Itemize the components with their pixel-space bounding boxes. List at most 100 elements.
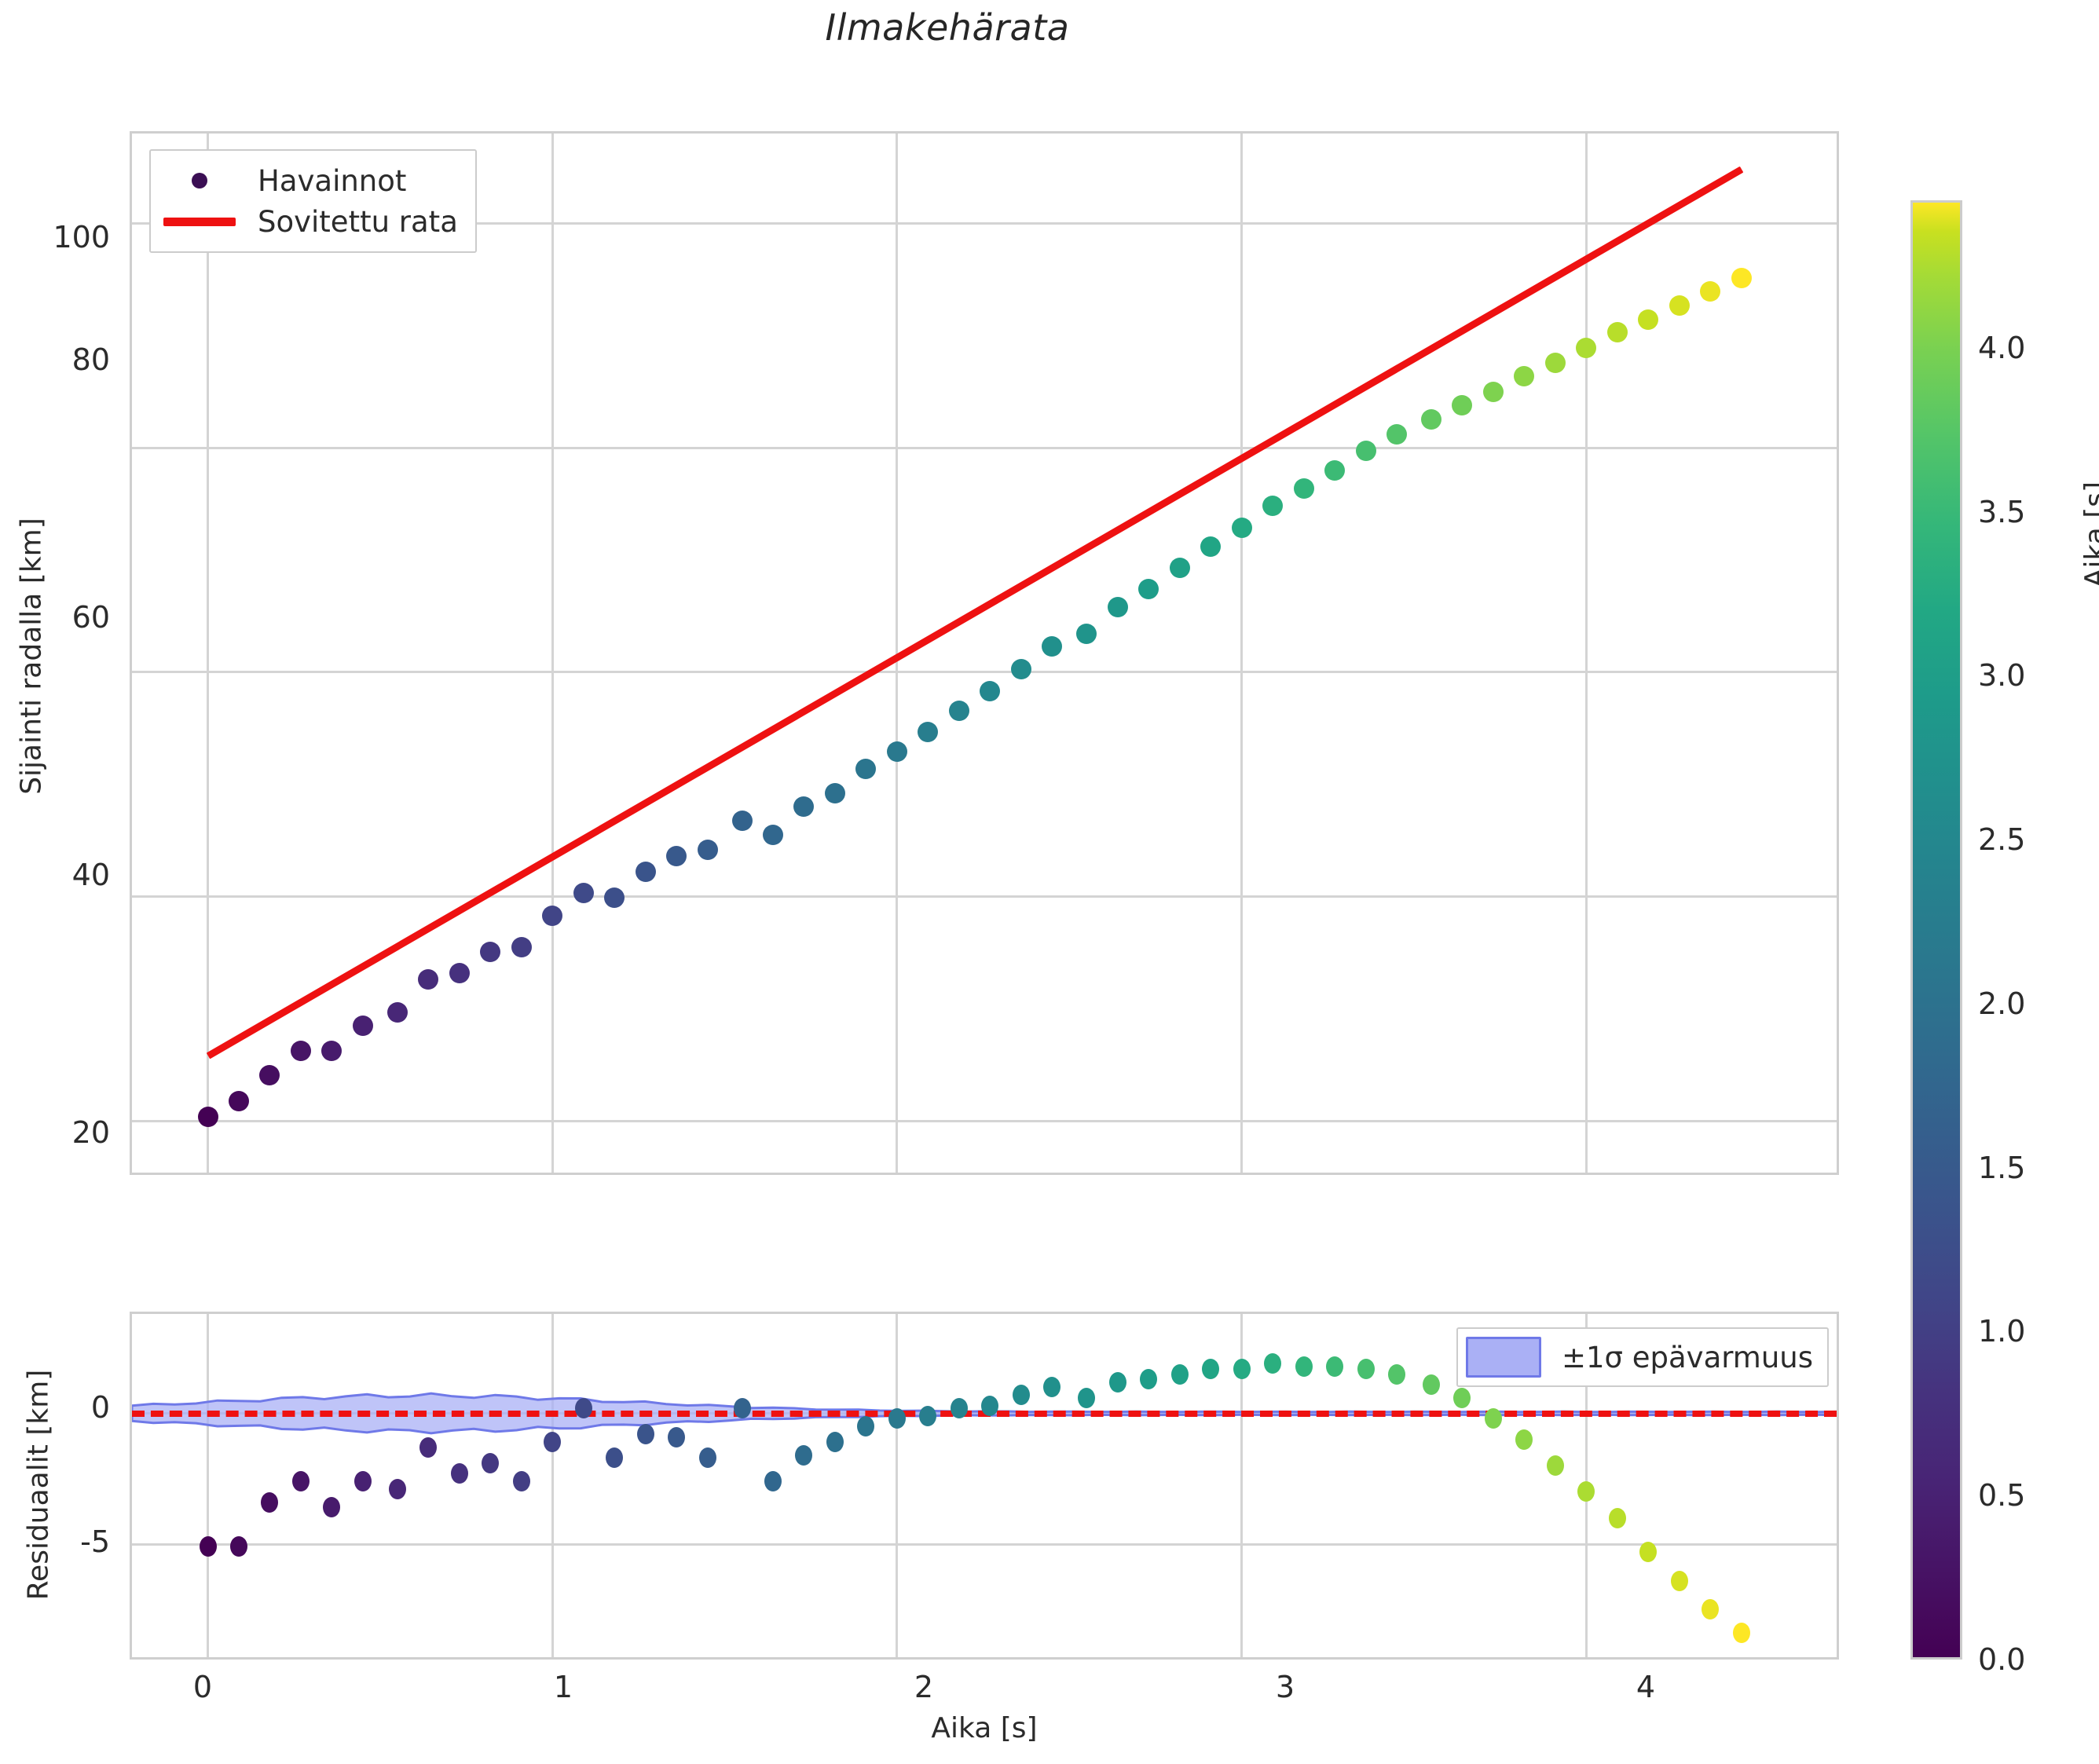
residual-data-point: [1484, 1408, 1502, 1429]
main-ytick-80: 80: [71, 342, 110, 377]
main-data-point: [573, 883, 594, 904]
residual-data-point: [1388, 1363, 1406, 1385]
main-data-point: [1262, 496, 1284, 517]
main-data-point: [480, 941, 501, 962]
residual-data-point: [419, 1436, 438, 1458]
main-plot-axes: [130, 131, 1839, 1175]
residual-data-point: [199, 1536, 217, 1557]
main-data-point: [793, 796, 815, 818]
residual-data-point: [1170, 1363, 1189, 1385]
main-yaxis-title: Sijainti radalla [km]: [15, 518, 48, 795]
main-gridline-v-0: [207, 134, 210, 1173]
uncertainty-band-icon: [1466, 1337, 1541, 1378]
main-gridline-v-4: [1584, 134, 1588, 1173]
main-data-point: [1231, 517, 1252, 538]
residual-data-point: [323, 1497, 341, 1518]
main-data-point: [824, 783, 845, 804]
main-data-point: [1107, 597, 1128, 618]
main-data-point: [229, 1090, 249, 1111]
main-data-point: [1200, 536, 1222, 557]
residual-data-point: [388, 1479, 406, 1500]
resid-gridline-h-1: [132, 1543, 1837, 1546]
fit-line-icon: [162, 217, 237, 226]
main-data-point: [259, 1064, 280, 1085]
residual-data-point: [1422, 1374, 1440, 1395]
main-data-point: [666, 846, 687, 867]
colorbar-wrapper: 0.0 0.5 1.0 1.5 2.0 2.5 3.0 3.5 4.0: [1910, 200, 2025, 1677]
page-title: Ilmakehärata: [0, 6, 2099, 49]
residual-data-point: [795, 1444, 813, 1466]
residual-data-point: [1515, 1429, 1533, 1450]
colorbar-tick-7: 3.5: [1978, 494, 2026, 529]
residual-data-point: [981, 1395, 999, 1416]
residual-data-point: [1043, 1377, 1061, 1398]
main-data-point: [1731, 268, 1752, 289]
residual-data-point: [950, 1397, 968, 1418]
residual-data-point: [1012, 1385, 1030, 1406]
residual-data-point: [919, 1405, 937, 1426]
main-data-point: [697, 839, 718, 860]
main-data-point: [1138, 579, 1159, 600]
resid-gridline-v-1: [551, 1314, 554, 1657]
main-data-point: [321, 1040, 343, 1061]
residual-data-point: [1577, 1481, 1595, 1502]
colorbar-tick-4: 2.0: [1978, 986, 2026, 1021]
main-ytick-100: 100: [53, 220, 110, 254]
legend-item-uncertainty[interactable]: ±1σ epävarmuus: [1466, 1335, 1813, 1379]
main-data-point: [1544, 352, 1566, 373]
main-data-point: [635, 862, 656, 883]
residual-data-point: [636, 1424, 654, 1445]
residual-data-point: [261, 1491, 279, 1513]
colorbar[interactable]: [1910, 200, 1962, 1660]
main-data-point: [1010, 658, 1031, 679]
colorbar-tick-2: 1.0: [1978, 1314, 2026, 1349]
main-data-point: [918, 721, 939, 742]
main-gridline-h-3: [132, 446, 1837, 449]
main-data-point: [948, 700, 969, 721]
residual-data-point: [1078, 1387, 1096, 1408]
main-data-point: [1606, 321, 1628, 342]
main-data-point: [511, 937, 532, 958]
legend-label-observations: Havainnot: [258, 163, 407, 198]
main-data-point: [1576, 337, 1597, 358]
main-data-point: [1076, 624, 1097, 645]
residual-data-point: [1140, 1369, 1158, 1390]
xtick-0: 0: [192, 1670, 213, 1704]
residual-data-point: [826, 1432, 844, 1453]
residual-data-point: [1202, 1358, 1220, 1379]
main-data-point: [763, 825, 783, 846]
residual-data-point: [1264, 1353, 1282, 1374]
residual-data-point: [1233, 1358, 1251, 1379]
colorbar-tick-3: 1.5: [1978, 1150, 2026, 1185]
main-data-point: [886, 741, 907, 763]
colorbar-tick-8: 4.0: [1978, 330, 2026, 365]
residual-data-point: [450, 1463, 468, 1484]
resid-ytick-0: 0: [90, 1390, 110, 1425]
residual-data-point: [1670, 1570, 1688, 1591]
main-data-point: [352, 1016, 373, 1037]
residual-data-point: [668, 1426, 686, 1447]
legend-label-uncertainty: ±1σ epävarmuus: [1562, 1340, 1814, 1374]
main-data-point: [1700, 281, 1721, 302]
main-data-point: [1669, 295, 1690, 316]
legend-label-fit: Sovitettu rata: [258, 204, 458, 239]
xtick-4: 4: [1636, 1670, 1656, 1704]
xtick-2: 2: [914, 1670, 934, 1704]
main-data-point: [1169, 558, 1190, 579]
resid-gridline-v-3: [1240, 1314, 1244, 1657]
legend-item-fit[interactable]: Sovitettu rata: [162, 201, 458, 242]
resid-yaxis-title: Residuaalit [km]: [22, 1369, 55, 1601]
colorbar-tick-1: 0.5: [1978, 1478, 2026, 1513]
main-plot-area: [132, 134, 1837, 1173]
residual-data-point: [230, 1536, 247, 1557]
main-data-point: [1482, 381, 1504, 402]
main-data-point: [418, 969, 439, 990]
residual-data-point: [482, 1452, 500, 1473]
resid-gridline-v-0: [207, 1314, 210, 1657]
main-data-point: [386, 1001, 408, 1023]
legend-item-observations[interactable]: Havainnot: [162, 160, 458, 201]
main-data-point: [1042, 636, 1063, 657]
residual-data-point: [1357, 1358, 1375, 1379]
residual-plot-area: [132, 1314, 1837, 1657]
